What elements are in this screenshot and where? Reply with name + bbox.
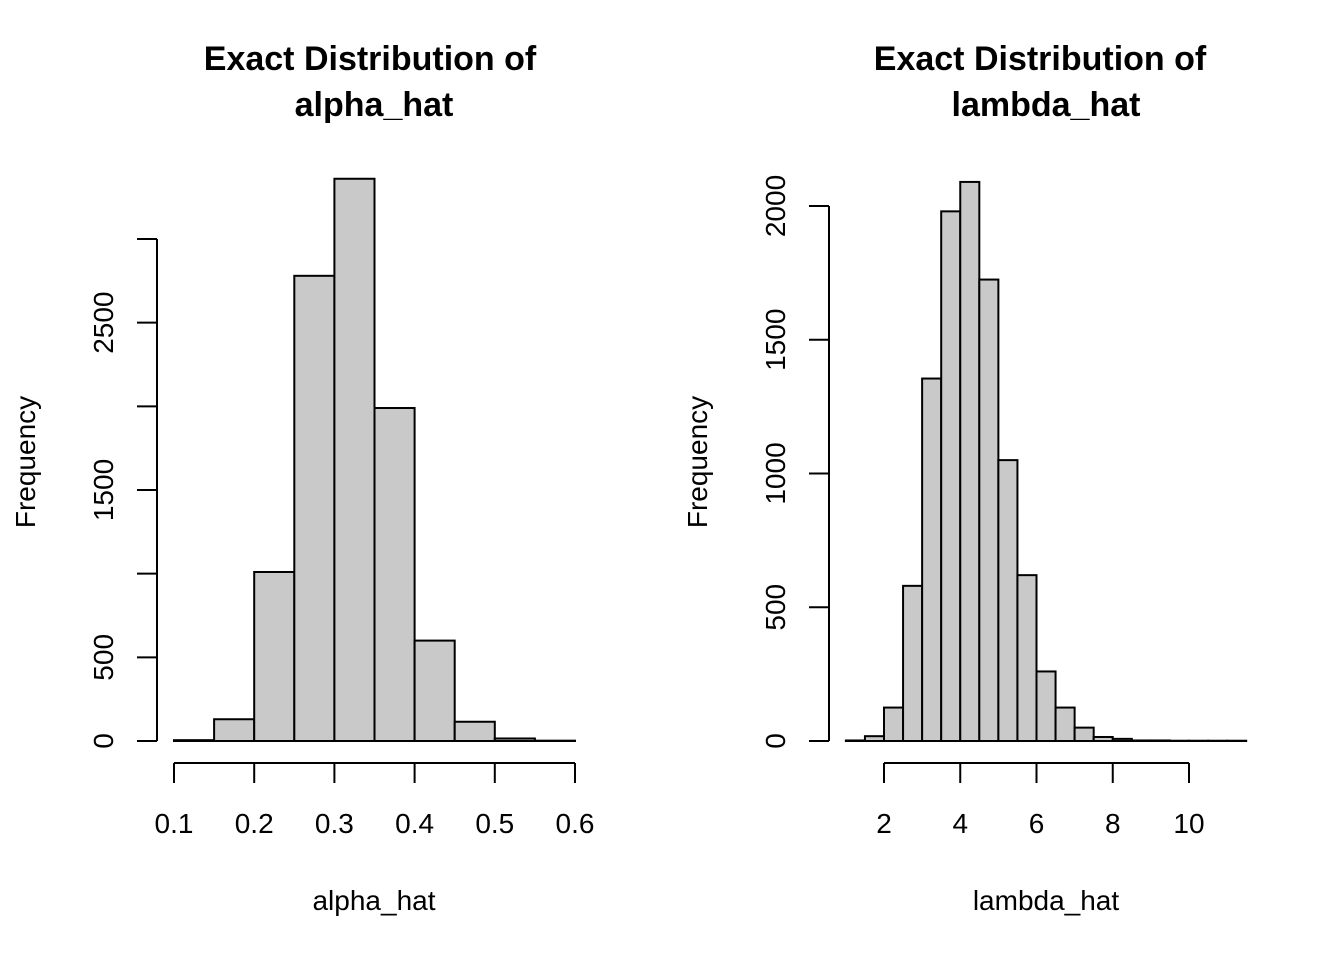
x-tick-label: 0.6	[556, 808, 595, 839]
x-tick-label: 8	[1105, 808, 1121, 839]
chart-title-line-1: Exact Distribution of	[874, 40, 1207, 78]
y-axis: 0 500 1000 1500 2000	[760, 175, 830, 749]
histogram-bar	[213, 718, 256, 742]
x-tick-label: 6	[1029, 808, 1045, 839]
y-tick-label: 0	[88, 733, 119, 749]
histogram-bar	[1016, 574, 1038, 743]
x-tick-label: 0.4	[395, 808, 434, 839]
chart-title-line-1: Exact Distribution of	[204, 40, 537, 78]
y-tick-label: 1500	[88, 459, 119, 521]
y-tick-label: 1000	[760, 442, 791, 504]
histogram-lambda-hat: Exact Distribution of lambda_hat lambda_…	[682, 40, 1248, 916]
histogram-bar	[997, 459, 1019, 742]
histogram-bar	[921, 377, 943, 742]
y-tick-label: 500	[88, 634, 119, 681]
histogram-bar	[1111, 737, 1133, 742]
histogram-bar	[1130, 739, 1152, 743]
x-axis: 0.1 0.2 0.3 0.4 0.5 0.6	[155, 762, 595, 839]
histogram-bar	[883, 706, 905, 742]
histogram-bar	[253, 570, 296, 743]
histogram-bar	[940, 210, 962, 743]
histogram-bar	[293, 274, 336, 742]
y-tick-label: 1500	[760, 309, 791, 371]
histogram-bar	[863, 735, 885, 742]
histogram-bar	[902, 584, 924, 742]
y-tick-label: 500	[760, 584, 791, 631]
x-tick-label: 4	[952, 808, 968, 839]
chart-title-line-2: alpha_hat	[295, 86, 454, 124]
histogram-bar	[173, 739, 216, 742]
x-tick-label: 0.5	[475, 808, 514, 839]
x-tick-label: 0.2	[235, 808, 274, 839]
chart-title-line-2: lambda_hat	[952, 86, 1141, 124]
y-tick-label: 2500	[88, 292, 119, 354]
histogram-bar	[413, 639, 456, 742]
histogram-bar	[493, 737, 536, 742]
histogram-bar	[453, 720, 496, 742]
y-axis: 0 500 1500 2500	[88, 238, 158, 749]
x-tick-label: 10	[1173, 808, 1204, 839]
x-axis-label: lambda_hat	[973, 885, 1120, 916]
y-axis-label: Frequency	[10, 396, 41, 528]
x-tick-label: 2	[876, 808, 892, 839]
histogram-bars	[173, 177, 577, 743]
x-tick-label: 0.3	[315, 808, 354, 839]
histogram-bar	[1092, 735, 1114, 742]
histogram-bar	[978, 278, 1000, 742]
histogram-bar	[373, 407, 416, 742]
y-tick-label: 0	[760, 733, 791, 749]
histogram-bar	[1149, 739, 1171, 743]
histogram-bar	[333, 177, 376, 742]
histogram-bars	[844, 180, 1248, 743]
histogram-bar	[959, 180, 981, 743]
histogram-bar	[844, 739, 866, 743]
histogram-bar	[1035, 670, 1057, 743]
histogram-bar	[1073, 726, 1095, 742]
x-axis: 2 4 6 8 10	[876, 762, 1205, 839]
histogram-bar	[1054, 706, 1076, 742]
y-axis-label: Frequency	[682, 396, 713, 528]
x-axis-label: alpha_hat	[312, 885, 435, 916]
y-tick-label: 2000	[760, 175, 791, 237]
histogram-alpha-hat: Exact Distribution of alpha_hat alpha_ha…	[10, 40, 594, 916]
x-tick-label: 0.1	[155, 808, 194, 839]
